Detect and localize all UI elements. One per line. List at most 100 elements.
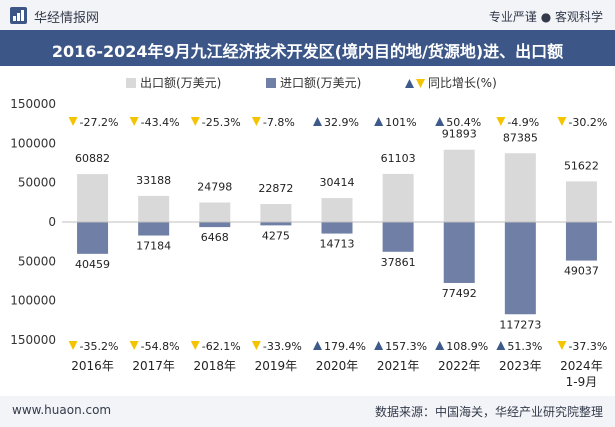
x-category-label: 2023年 xyxy=(499,359,542,373)
x-category-label: 2021年 xyxy=(377,359,420,373)
export-bar xyxy=(565,181,597,222)
y-tick-label: 100000 xyxy=(10,136,56,150)
down-arrow-icon xyxy=(251,117,261,126)
export-value-label: 22872 xyxy=(258,182,293,195)
export-growth-label: -30.2% xyxy=(568,116,607,129)
import-bar xyxy=(77,222,109,254)
import-value-label: 4275 xyxy=(262,229,290,242)
up-arrow-icon xyxy=(313,117,322,126)
down-arrow-icon xyxy=(68,117,78,126)
legend-import-label: 进口额(万美元) xyxy=(280,76,361,90)
top-bar: 华经情报网 专业严谨 ● 客观科学 xyxy=(0,0,615,30)
down-arrow-icon xyxy=(557,341,567,350)
export-value-label: 30414 xyxy=(320,176,355,189)
export-value-label: 24798 xyxy=(197,180,232,193)
import-value-label: 37861 xyxy=(381,256,416,269)
footer-bar: www.huaon.com 数据来源：中国海关，华经产业研究院整理 xyxy=(0,396,615,427)
x-category-label: 2022年 xyxy=(438,359,481,373)
export-bar xyxy=(321,198,353,222)
export-growth-label: 101% xyxy=(385,116,416,129)
export-growth-label: -25.3% xyxy=(202,116,241,129)
down-arrow-icon xyxy=(129,117,139,126)
import-bar xyxy=(443,222,475,283)
export-value-label: 51622 xyxy=(564,159,599,172)
x-category-label: 2018年 xyxy=(194,359,237,373)
up-arrow-icon xyxy=(313,341,322,350)
up-arrow-icon xyxy=(374,341,384,350)
up-arrow-icon xyxy=(435,117,445,126)
import-value-label: 6468 xyxy=(201,231,229,244)
x-category-label: 1-9月 xyxy=(566,375,598,389)
import-value-label: 17184 xyxy=(136,240,171,253)
up-arrow-icon xyxy=(496,341,506,350)
import-value-label: 77492 xyxy=(442,287,477,300)
import-bar xyxy=(138,222,170,236)
import-value-label: 14713 xyxy=(320,238,355,251)
x-category-label: 2016年 xyxy=(71,359,114,373)
import-growth-label: -37.3% xyxy=(568,340,607,353)
import-bar xyxy=(504,222,536,315)
export-growth-label: 32.9% xyxy=(324,116,359,129)
down-arrow-icon xyxy=(190,341,200,350)
export-growth-label: 50.4% xyxy=(446,116,481,129)
export-growth-label: -27.2% xyxy=(80,116,119,129)
brand-name: 华经情报网 xyxy=(34,11,100,26)
import-growth-label: -62.1% xyxy=(202,340,241,353)
x-category-label: 2019年 xyxy=(255,359,298,373)
import-value-label: 49037 xyxy=(564,265,599,278)
export-bar xyxy=(77,174,109,222)
down-arrow-icon xyxy=(129,341,139,350)
y-tick-label: 50000 xyxy=(18,254,56,268)
down-arrow-icon xyxy=(190,117,200,126)
y-tick-label: 150000 xyxy=(10,97,56,111)
export-bar xyxy=(199,202,231,222)
import-growth-label: -35.2% xyxy=(80,340,119,353)
slogan: 专业严谨 ● 客观科学 xyxy=(488,10,603,24)
y-tick-label: 150000 xyxy=(10,333,56,347)
huajing-logo-icon xyxy=(10,7,27,24)
data-source: 数据来源：中国海关，华经产业研究院整理 xyxy=(374,405,603,419)
import-growth-label: -54.8% xyxy=(141,340,180,353)
down-arrow-icon xyxy=(68,341,78,350)
export-bar xyxy=(443,149,475,222)
import-growth-label: 179.4% xyxy=(324,340,366,353)
import-growth-label: 108.9% xyxy=(446,340,488,353)
chart-title: 2016-2024年9月九江经济技术开发区(境内目的地/货源地)进、出口额 xyxy=(51,42,564,61)
import-value-label: 117273 xyxy=(499,318,541,331)
import-bar xyxy=(321,222,353,234)
down-arrow-icon xyxy=(251,341,261,350)
export-growth-label: -7.8% xyxy=(263,116,295,129)
import-growth-label: -33.9% xyxy=(263,340,302,353)
export-bar xyxy=(260,204,292,222)
export-bar xyxy=(382,173,414,222)
down-arrow-icon xyxy=(496,117,506,126)
site-url: www.huaon.com xyxy=(12,403,112,417)
legend-up-icon xyxy=(405,79,414,88)
import-value-label: 40459 xyxy=(75,258,110,271)
export-growth-label: -4.9% xyxy=(507,116,539,129)
title-bar: 2016-2024年9月九江经济技术开发区(境内目的地/货源地)进、出口额 xyxy=(0,30,615,66)
import-bar xyxy=(382,222,414,252)
legend-growth-label: 同比增长(%) xyxy=(428,76,497,90)
import-bar xyxy=(199,222,231,228)
export-growth-label: -43.4% xyxy=(141,116,180,129)
legend-down-icon xyxy=(416,79,425,88)
import-growth-label: 157.3% xyxy=(385,340,427,353)
export-value-label: 91893 xyxy=(442,128,477,141)
legend-import-swatch xyxy=(266,78,276,88)
x-category-label: 2020年 xyxy=(316,359,359,373)
legend-export-swatch xyxy=(126,78,136,88)
import-bar xyxy=(565,222,597,261)
export-value-label: 87385 xyxy=(503,131,538,144)
export-value-label: 60882 xyxy=(75,152,110,165)
y-tick-label: 0 xyxy=(48,215,56,229)
export-bar xyxy=(138,195,170,222)
chart-area: 出口额(万美元) 进口额(万美元) 同比增长(%) 150000 100000 50000… xyxy=(10,76,612,389)
y-tick-label: 50000 xyxy=(18,176,56,190)
export-bar xyxy=(504,153,536,222)
y-tick-label: 100000 xyxy=(10,294,56,308)
x-category-label: 2024年 xyxy=(560,359,603,373)
x-category-label: 2017年 xyxy=(132,359,175,373)
import-bar xyxy=(260,222,292,226)
down-arrow-icon xyxy=(557,117,567,126)
